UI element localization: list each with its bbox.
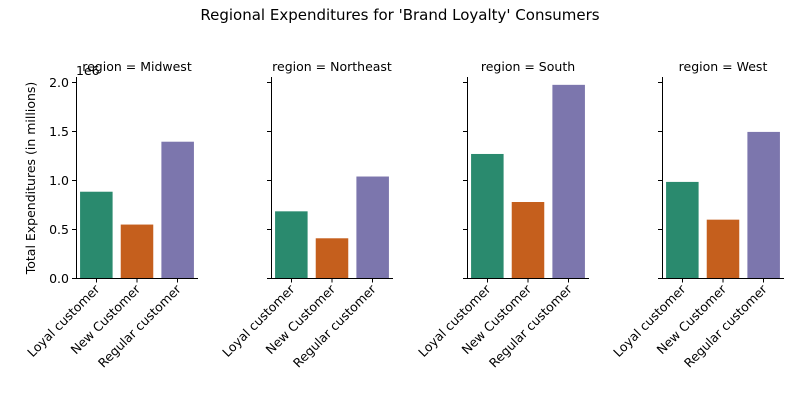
bar [161,141,194,278]
y-tick-label: 0.5 [49,222,69,237]
x-tick-label: Loyal customer [24,281,103,360]
y-tick-label: 1.0 [49,173,69,188]
bar [706,219,740,278]
facet-title: region = Northeast [272,59,392,74]
facet-panels: region = Midwest 0.0 0.5 1.0 1.5 2.0 Loyal cus… [24,59,784,370]
facet-title: region = West [679,59,768,74]
x-tick-label: Loyal customer [415,281,494,360]
bar [315,238,349,278]
bar [120,224,154,278]
bar [747,131,780,278]
facet-panel-0: region = Midwest 0.0 0.5 1.0 1.5 2.0 Loyal cus… [24,59,198,370]
bar [471,153,504,278]
x-tick-label: New Customer [262,281,338,357]
facet-title: region = South [481,59,575,74]
x-tick-label: New Customer [67,281,143,357]
chart-title: Regional Expenditures for 'Brand Loyalty… [200,6,599,24]
x-tick-label: New Customer [458,281,534,357]
y-tick-label: 1.5 [49,124,69,139]
bar [275,211,308,278]
x-tick-label: New Customer [653,281,729,357]
bar [80,191,113,278]
y-axis-label: Total Expenditures (in millions) [23,82,38,276]
bar [552,84,585,278]
x-tick-label: Loyal customer [219,281,298,360]
y-tick-label: 2.0 [49,75,69,90]
bar [511,202,545,278]
x-tick-label: Loyal customer [610,281,689,360]
facet-title: region = Midwest [82,59,192,74]
y-axis-offset-label: 1e6 [76,63,100,78]
bar [356,176,389,278]
y-tick-label: 0.0 [49,271,69,286]
bar [666,181,699,278]
